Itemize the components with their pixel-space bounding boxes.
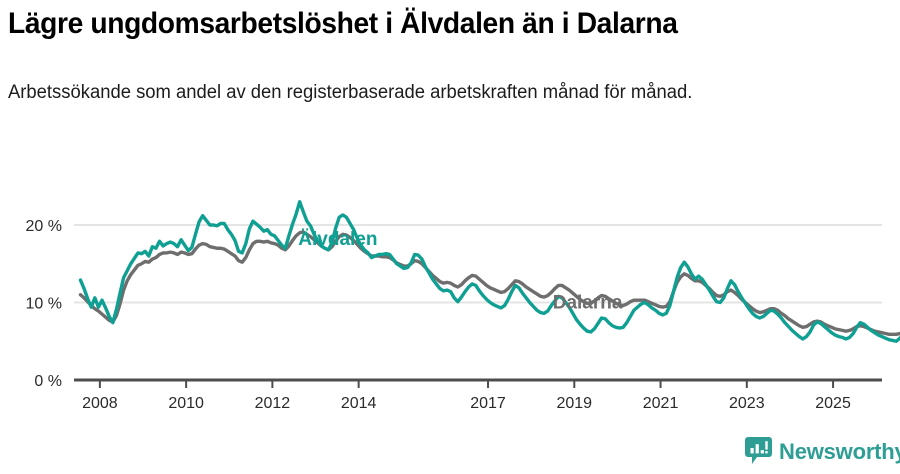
bar-chart-speech-bubble-icon [745,437,772,464]
brand-name: Newsworthy [779,439,900,464]
x-axis-tick-label: 2012 [255,395,291,412]
newsworthy-logo[interactable]: Newsworthy [745,437,900,467]
y-axis-tick-label: 20 % [26,218,62,235]
chart-plot-area: 0 % 10 % 20 % 2008 2010 2012 2014 2017 2019 2021… [0,180,900,420]
x-axis-tick-label: 2017 [470,395,506,412]
y-axis-tick-label: 0 % [34,373,62,390]
x-axis-tick-label: 2021 [643,395,679,412]
series-line-dalarna [78,230,900,336]
x-axis-tick-label: 2014 [341,395,377,412]
x-axis-tick-label: 2008 [82,395,118,412]
y-axis-tick-labels: 0 % 10 % 20 % [26,218,62,390]
chart-subtitle: Arbetssökande som andel av den registerb… [8,82,693,103]
page-title: Lägre ungdomsarbetslöshet i Älvdalen än … [8,7,678,40]
x-axis-tick-label: 2025 [815,395,851,412]
series-annotation-älvdalen: Älvdalen [298,229,377,250]
series-annotation-dalarna: Dalarna [553,293,623,314]
series-line-älvdalen [78,200,900,343]
x-axis-tick-label: 2019 [556,395,592,412]
line-chart-svg: 0 % 10 % 20 % 2008 2010 2012 2014 2017 2019 2021… [26,200,900,412]
x-axis-tick-labels: 2008 2010 2012 2014 2017 2019 2021 2023 2025 [82,395,851,412]
x-axis-ticks [98,380,835,388]
series-lines [78,200,900,343]
x-axis-tick-label: 2010 [168,395,204,412]
y-axis-tick-label: 10 % [26,296,62,313]
x-axis-tick-label: 2023 [729,395,765,412]
series-annotations: Älvdalen Dalarna [298,229,623,314]
